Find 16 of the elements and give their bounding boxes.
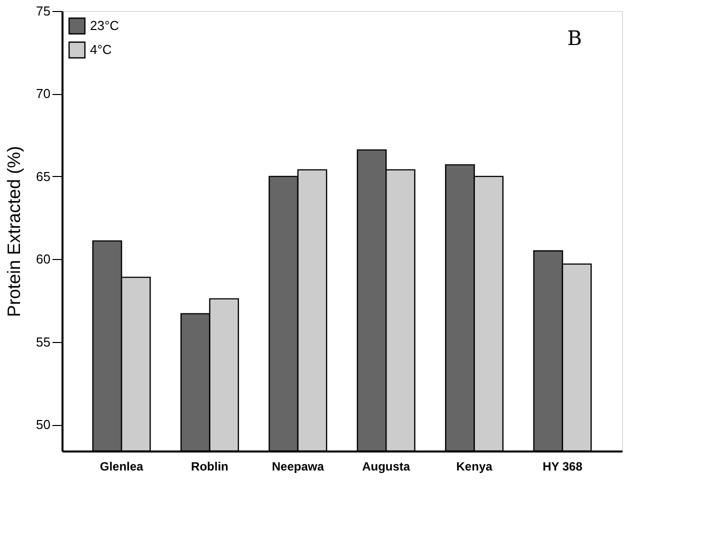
x-tick-label: Roblin bbox=[191, 460, 228, 474]
legend-label: 4°C bbox=[90, 42, 112, 57]
y-tick-label: 75 bbox=[36, 4, 50, 18]
legend-label: 23°C bbox=[90, 18, 120, 33]
x-tick-label: HY 368 bbox=[542, 460, 583, 474]
y-tick-label: 55 bbox=[36, 334, 50, 350]
x-tick-label: Kenya bbox=[456, 460, 493, 474]
x-tick-label: Neepawa bbox=[272, 460, 324, 474]
x-tick-label: Augusta bbox=[362, 460, 410, 474]
y-tick-label: 50 bbox=[36, 417, 50, 432]
y-tick-label: 65 bbox=[36, 168, 50, 184]
y-tick-label: 60 bbox=[36, 252, 50, 267]
annotation: B bbox=[567, 26, 582, 50]
y-tick-label: 70 bbox=[36, 86, 50, 102]
x-tick-label: Glenlea bbox=[100, 460, 144, 474]
y-axis-title: Protein Extracted (%) bbox=[4, 146, 24, 318]
